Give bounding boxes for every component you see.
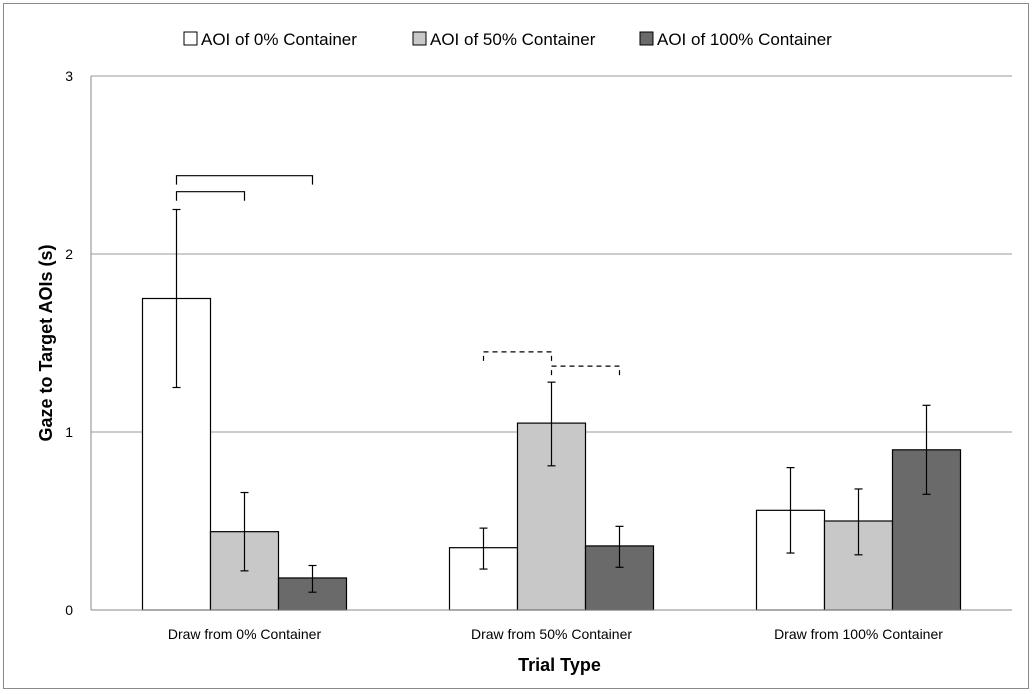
significance-bracket: [550, 365, 621, 376]
category-labels: Draw from 0% Container Draw from 50% Cont…: [168, 626, 943, 642]
significance-bracket: [482, 351, 553, 361]
legend-swatch: [412, 31, 427, 46]
legend-label: AOI of 100% Container: [657, 30, 832, 49]
significance-bracket: [175, 175, 314, 185]
error-bars: [172, 208, 931, 593]
gridlines: [91, 75, 1012, 433]
y-tick-label: 1: [65, 424, 73, 440]
chart-frame: [3, 3, 1029, 689]
legend-label: AOI of 0% Container: [201, 30, 357, 49]
y-axis-title: Gaze to Target AOIs (s): [36, 244, 56, 441]
legend: AOI of 0% Container AOI of 50% Container A…: [183, 30, 832, 49]
y-tick-label: 0: [65, 602, 73, 618]
category-label: Draw from 100% Container: [774, 626, 943, 642]
significance-brackets: [175, 175, 621, 376]
legend-swatch: [639, 31, 654, 46]
y-tick-label: 2: [65, 246, 73, 262]
legend-label: AOI of 50% Container: [430, 30, 596, 49]
x-axis-title: Trial Type: [518, 655, 601, 675]
legend-swatch: [183, 31, 198, 46]
category-label: Draw from 0% Container: [168, 626, 322, 642]
y-tick-labels: 0 1 2 3: [65, 68, 73, 618]
category-label: Draw from 50% Container: [471, 626, 632, 642]
y-tick-label: 3: [65, 68, 73, 84]
significance-bracket: [175, 191, 246, 201]
axes: [90, 76, 1012, 611]
